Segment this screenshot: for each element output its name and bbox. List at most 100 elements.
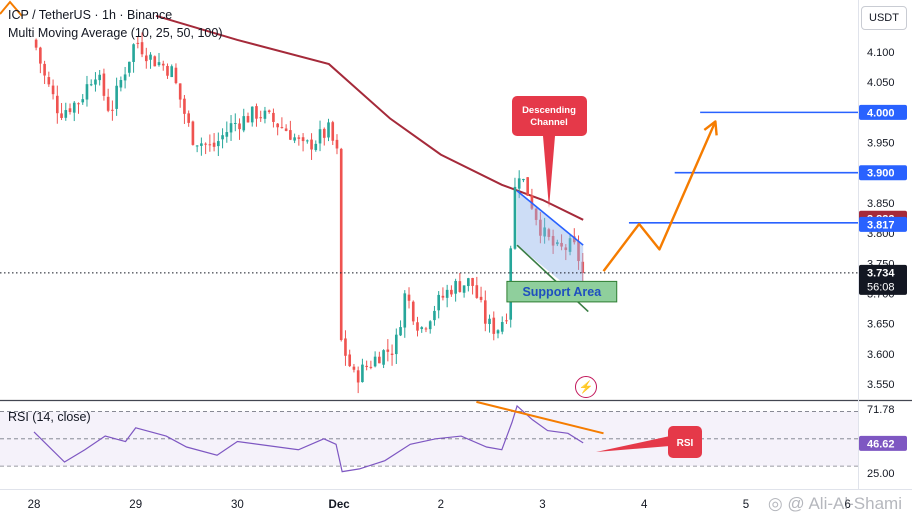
candle-body <box>581 261 585 273</box>
price-tick-label: 3.850 <box>867 198 895 210</box>
candle-body <box>462 285 466 293</box>
candle-body <box>94 79 97 85</box>
candle-body <box>428 321 432 330</box>
watermark-icon: ◎ @ <box>767 494 809 513</box>
candle-body <box>195 145 199 147</box>
candle-body <box>161 63 165 66</box>
price-label-box <box>859 216 907 232</box>
candle-body <box>441 295 445 298</box>
candle-body <box>229 123 233 133</box>
channel-callout-box <box>512 96 587 136</box>
candle-body <box>445 289 449 298</box>
candle-body <box>55 95 59 114</box>
channel-callout-pointer <box>543 136 555 208</box>
candle-body <box>217 141 220 147</box>
rsi-pane: RSI <box>0 400 858 473</box>
candle-body <box>267 110 271 113</box>
candle-body <box>378 356 381 364</box>
candle-body <box>356 370 360 383</box>
candle-body <box>68 108 72 113</box>
candle-body <box>85 84 89 100</box>
candle-body <box>272 112 275 122</box>
price-label-box <box>859 165 907 181</box>
candle-body <box>238 123 241 130</box>
candle-body <box>517 178 521 189</box>
candle-body <box>212 142 216 147</box>
candle-body <box>458 281 462 292</box>
candle-body <box>433 310 436 321</box>
candle-body <box>178 83 182 100</box>
rsi-divergence-line <box>476 400 604 435</box>
candle-body <box>153 56 157 67</box>
candle-body <box>348 354 352 367</box>
projection-arrowhead <box>703 120 718 136</box>
time-tick-label: 30 <box>231 499 244 511</box>
candle-body <box>344 338 347 356</box>
candle-body <box>331 122 335 141</box>
time-tick-label: 3 <box>539 499 545 511</box>
axes-layer: 4.1004.0504.0003.9503.9003.8503.8003.750… <box>28 47 907 511</box>
rsi-callout-pointer <box>596 436 670 452</box>
candle-body <box>543 227 546 237</box>
candle-body <box>250 106 254 123</box>
rsi-title: RSI (14, close) <box>8 410 91 424</box>
candle-body <box>255 106 258 119</box>
indicator-title: Multi Moving Average (10, 25, 50, 100) <box>8 26 223 40</box>
candle-body <box>479 296 483 300</box>
time-tick-label: Dec <box>329 499 351 511</box>
candle-body <box>72 102 76 113</box>
candle-body <box>166 65 169 76</box>
candle-body <box>399 327 402 336</box>
candle-body <box>577 241 580 262</box>
candle-body <box>352 366 356 370</box>
candle-body <box>157 62 161 66</box>
candle-body <box>98 74 101 81</box>
candle-body <box>411 301 415 322</box>
candle-body <box>111 109 114 111</box>
candle-body <box>187 113 190 123</box>
candle-body <box>467 278 470 287</box>
candle-body <box>365 365 368 367</box>
candle-body <box>51 85 55 95</box>
candles-layer <box>34 32 585 394</box>
candle-body <box>39 47 42 64</box>
candle-body <box>568 238 572 252</box>
candle-body <box>149 54 152 60</box>
bolt-icon[interactable]: ⚡ <box>575 376 597 398</box>
candle-body <box>420 327 424 330</box>
candle-body <box>128 61 131 73</box>
support-area-box <box>506 280 618 303</box>
candle-body <box>454 280 457 294</box>
candle-body <box>450 289 453 295</box>
rsi-value-box <box>859 435 907 451</box>
candle-body <box>373 356 377 367</box>
candle-body <box>322 128 326 138</box>
currency-button[interactable]: USDT <box>861 6 907 30</box>
moving-average-layer <box>155 14 584 221</box>
price-tick-label: 4.100 <box>867 47 895 59</box>
candle-body <box>225 132 229 137</box>
rsi-callout-label: RSI <box>677 438 694 449</box>
price-tick-label: 3.650 <box>867 319 895 331</box>
rsi-line <box>33 404 584 473</box>
candle-body <box>572 236 576 243</box>
candle-body <box>242 116 246 131</box>
price-label-text: 3.734 <box>867 267 895 279</box>
candle-body <box>416 322 419 331</box>
candle-body <box>280 127 284 129</box>
price-label-box <box>859 104 907 120</box>
time-tick-label: 5 <box>743 499 749 511</box>
time-tick-label: 29 <box>129 499 142 511</box>
candle-body <box>64 110 68 118</box>
candle-body <box>297 137 301 139</box>
channel-callout-label: Descending <box>522 105 576 116</box>
candle-body <box>560 242 563 247</box>
candle-body <box>89 84 93 86</box>
time-tick-label: 6 <box>844 499 850 511</box>
candle-body <box>483 300 487 324</box>
candle-body <box>81 99 85 103</box>
price-label-box <box>859 264 907 295</box>
candle-body <box>144 55 148 62</box>
